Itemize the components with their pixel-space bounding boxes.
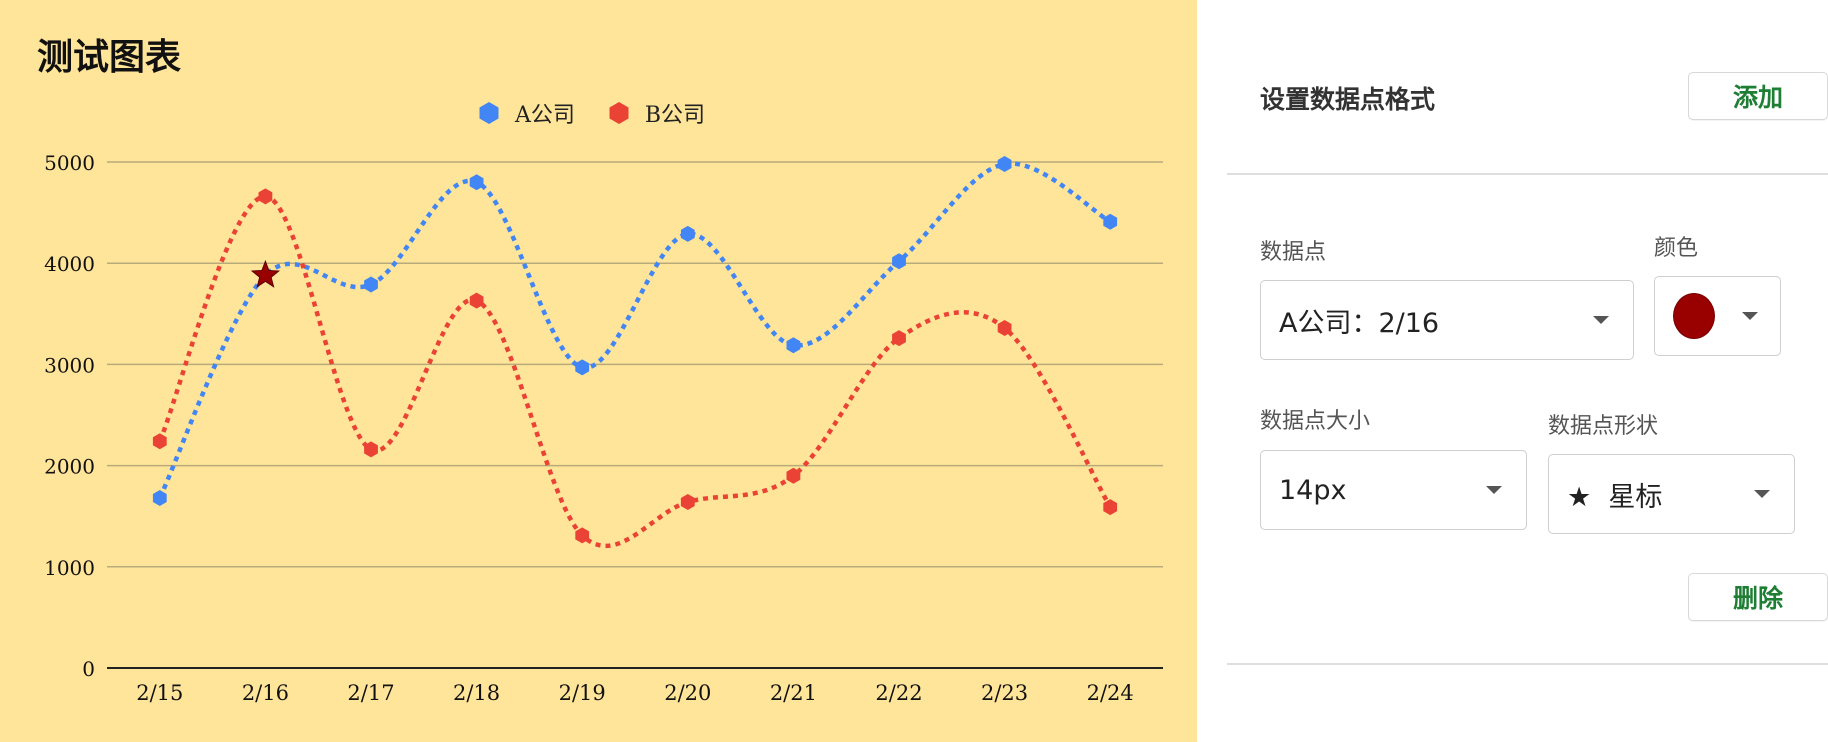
- star-icon: ★: [1567, 481, 1592, 513]
- shape-label: 数据点形状: [1548, 414, 1659, 439]
- chevron-down-icon: [1742, 312, 1758, 320]
- y-tick-label: 4000: [44, 252, 95, 276]
- x-tick-label: 2/19: [559, 681, 606, 705]
- highlight-star-point: [250, 259, 281, 288]
- data-point: [469, 292, 484, 309]
- delete-button[interactable]: 删除: [1688, 573, 1828, 621]
- data-point: [258, 188, 273, 205]
- data-point: [786, 337, 801, 354]
- line-chart: 0 1000 2000 3000 4000 5000 2/15 2/16 2/17 2/18 2/1…: [44, 151, 1163, 705]
- data-point: [1103, 499, 1118, 516]
- data-point: [575, 527, 590, 544]
- shape-select[interactable]: ★ 星标: [1548, 454, 1795, 534]
- data-point: [892, 330, 906, 347]
- legend-item-b: B公司: [607, 97, 705, 129]
- legend-label-a: A公司: [515, 103, 575, 128]
- data-point: [680, 225, 695, 242]
- y-tick-label: 1000: [44, 556, 95, 580]
- chevron-down-icon: [1486, 486, 1502, 494]
- data-point: [997, 320, 1012, 336]
- series-line: [157, 194, 1113, 549]
- data-point: [152, 490, 167, 506]
- x-tick-label: 2/18: [453, 681, 500, 705]
- y-tick-label: 2000: [44, 455, 95, 479]
- panel-title: 设置数据点格式: [1260, 85, 1436, 114]
- divider-top: [1227, 173, 1828, 175]
- chevron-down-icon: [1593, 316, 1609, 324]
- data-point: [892, 253, 906, 270]
- legend-marker-b-icon: [609, 102, 629, 124]
- legend-label-b: B公司: [644, 103, 706, 128]
- chart-legend: A公司 B公司: [477, 97, 723, 129]
- data-point: [575, 359, 590, 376]
- data-point: [997, 156, 1012, 172]
- point-label: 数据点: [1260, 240, 1327, 265]
- color-select[interactable]: [1654, 276, 1781, 356]
- divider-bottom: [1227, 663, 1828, 665]
- data-point: [364, 276, 378, 293]
- data-point: [364, 441, 378, 458]
- x-tick-label: 2/15: [136, 681, 183, 705]
- chart-title: 测试图表: [37, 37, 182, 78]
- x-tick-label: 2/23: [981, 681, 1028, 705]
- color-swatch: [1674, 294, 1714, 338]
- series-line: [157, 161, 1112, 499]
- add-button[interactable]: 添加: [1688, 72, 1828, 120]
- chart-area: 0 1000 2000 3000 4000 5000 2/15 2/16 2/17 2/18 2/1…: [0, 0, 1197, 742]
- x-tick-label: 2/16: [242, 681, 289, 705]
- x-tick-label: 2/22: [875, 681, 922, 705]
- y-tick-label: 5000: [44, 151, 95, 175]
- y-tick-label: 0: [82, 657, 95, 681]
- shape-select-text: 星标: [1608, 481, 1663, 513]
- x-tick-label: 2/20: [664, 681, 711, 705]
- data-point: [1103, 213, 1118, 230]
- data-point: [152, 433, 167, 450]
- format-panel: 设置数据点格式 添加 数据点 A公司：2/16 颜色 数据点大小 14px 数据…: [1197, 0, 1828, 742]
- color-label: 颜色: [1654, 236, 1699, 261]
- x-tick-label: 2/21: [770, 681, 817, 705]
- data-point: [680, 494, 695, 510]
- size-select-value: 14px: [1279, 474, 1347, 506]
- size-select[interactable]: 14px: [1260, 450, 1527, 530]
- chevron-down-icon: [1754, 490, 1770, 498]
- size-label: 数据点大小: [1260, 409, 1371, 434]
- legend-marker-a-icon: [479, 102, 499, 124]
- data-point: [469, 174, 484, 191]
- x-tick-label: 2/17: [347, 681, 394, 705]
- data-point: [786, 467, 801, 484]
- x-tick-label: 2/24: [1087, 681, 1134, 705]
- shape-select-value: ★ 星标: [1567, 475, 1754, 514]
- point-select[interactable]: A公司：2/16: [1260, 280, 1634, 360]
- point-select-value: A公司：2/16: [1279, 307, 1440, 339]
- y-tick-label: 3000: [44, 353, 95, 377]
- legend-item-a: A公司: [477, 97, 575, 129]
